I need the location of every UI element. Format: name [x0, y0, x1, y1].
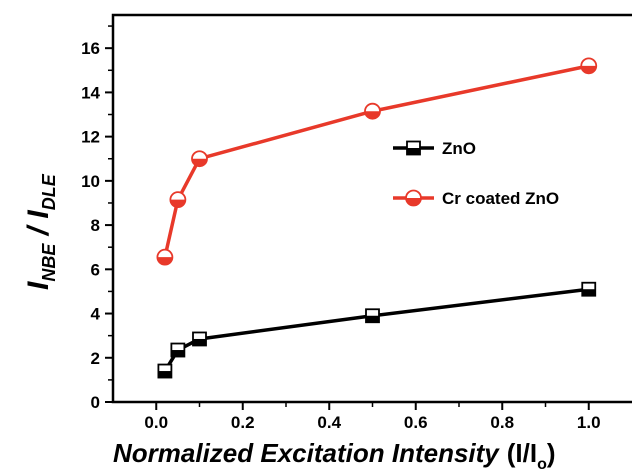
y-tick-label: 10 [81, 172, 100, 191]
legend-label: Cr coated ZnO [442, 189, 559, 208]
y-axis: 0 2 4 6 8 10 12 14 16 [81, 25, 113, 412]
y-title-main-1: I [22, 281, 55, 290]
data-point [365, 308, 380, 324]
data-point [157, 363, 173, 379]
x-title-main: Normalized Excitation Intensity [113, 438, 500, 468]
x-title-suffix: (I/I [507, 438, 537, 468]
y-title-sep: / [22, 219, 55, 244]
y-title-sub-2: DLE [39, 173, 59, 210]
legend: ZnO Cr coated ZnO [393, 139, 559, 208]
data-point [169, 191, 187, 209]
x-title-suffix-end: ) [547, 438, 556, 468]
series-line-0 [163, 287, 589, 372]
data-point [406, 140, 421, 156]
plot-frame [111, 13, 632, 404]
y-tick-label: 14 [81, 83, 100, 102]
data-point [581, 281, 597, 297]
legend-item: ZnO [393, 139, 476, 158]
legend-label: ZnO [442, 139, 476, 158]
series-line-1 [163, 64, 590, 258]
x-tick-label: 1.0 [577, 413, 601, 432]
y-tick-label: 12 [81, 128, 100, 147]
x-title-suffix-sub: o [537, 456, 547, 470]
x-axis-title: Normalized Excitation Intensity (I/Io) [113, 438, 556, 470]
y-tick-label: 16 [81, 39, 100, 58]
data-point [580, 57, 598, 75]
y-tick-label: 2 [91, 349, 100, 368]
x-tick-label: 0.8 [490, 413, 514, 432]
y-tick-label: 4 [91, 305, 101, 324]
data-point [192, 331, 207, 347]
y-title-main-2: I [22, 210, 55, 219]
x-axis: 0.0 0.2 0.4 0.6 0.8 1.0 [144, 402, 601, 432]
data-point [170, 342, 186, 358]
y-title-sub-1: NBE [39, 243, 59, 282]
series-layer [156, 57, 598, 379]
x-tick-label: 0.2 [231, 413, 255, 432]
data-point [191, 150, 208, 168]
y-tick-label: 8 [91, 216, 100, 235]
data-point [156, 248, 174, 266]
y-tick-label: 0 [91, 393, 100, 412]
data-point [405, 189, 422, 207]
legend-item: Cr coated ZnO [393, 189, 559, 208]
y-axis-title: INBE / IDLE [22, 173, 59, 290]
data-point [364, 102, 381, 120]
x-tick-label: 0.0 [144, 413, 168, 432]
y-tick-label: 6 [91, 260, 100, 279]
x-tick-label: 0.6 [404, 413, 428, 432]
x-tick-label: 0.4 [317, 413, 341, 432]
